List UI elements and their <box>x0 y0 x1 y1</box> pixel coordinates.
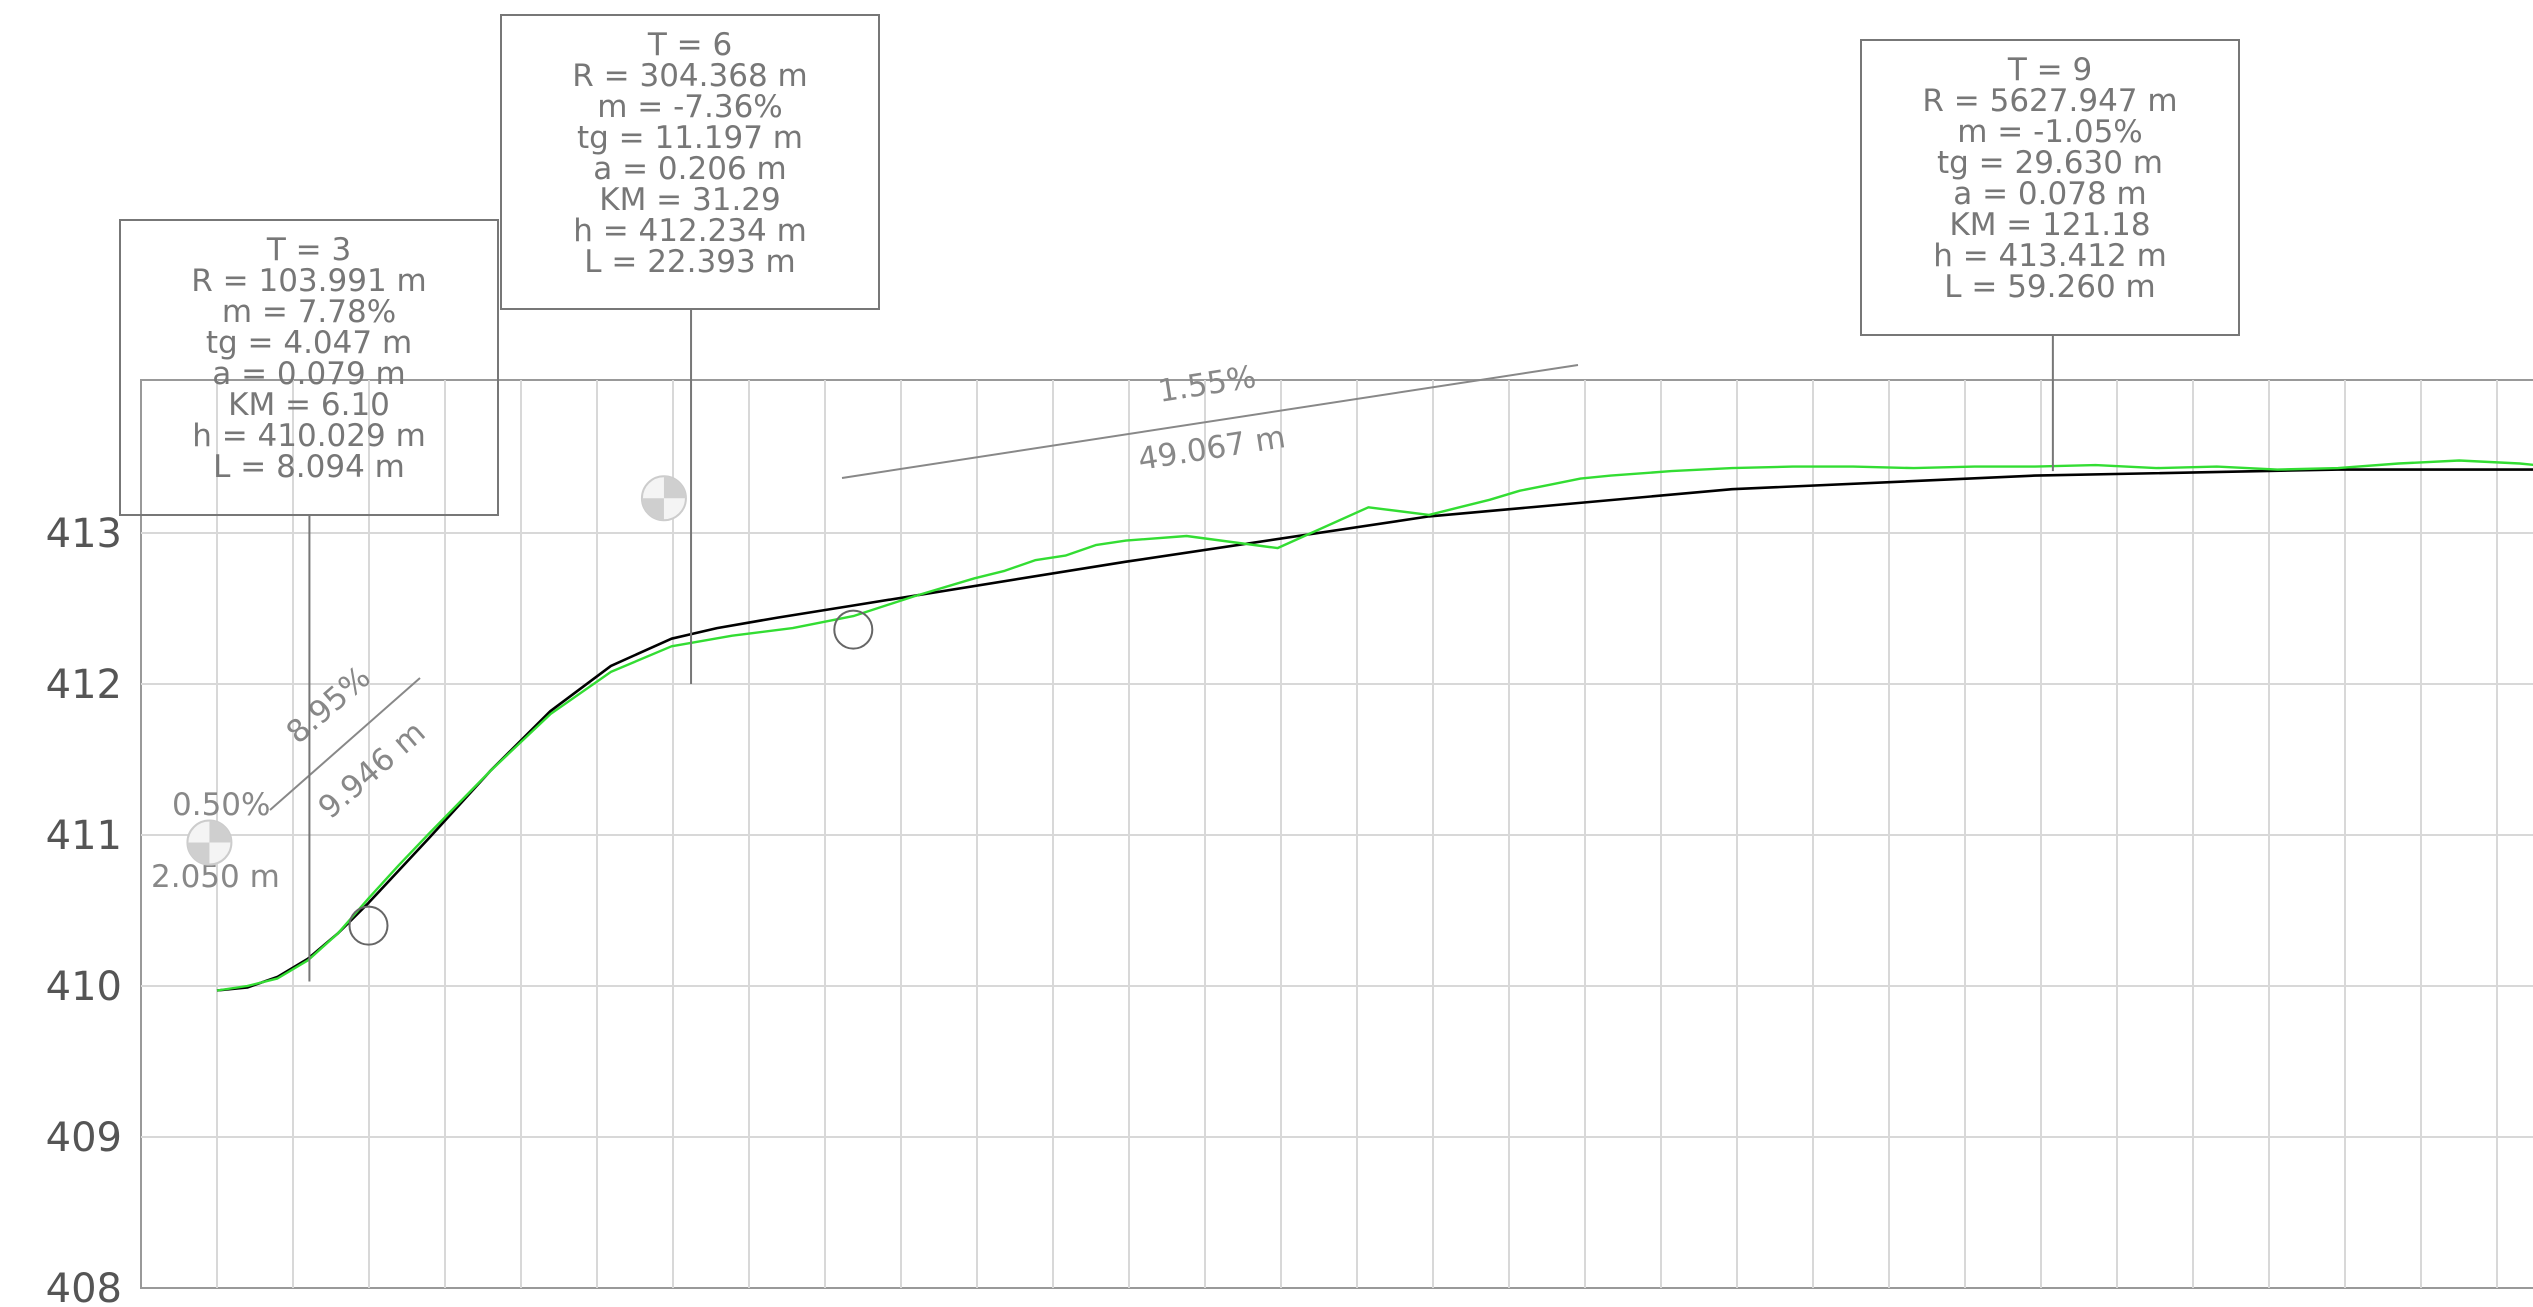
callout-km: KM = 31.29 <box>599 182 781 218</box>
curve-callout: T = 9R = 5627.947 mm = -1.05%tg = 29.630… <box>1860 39 2240 472</box>
callout-tg: tg = 11.197 m <box>577 120 803 156</box>
callout-km: KM = 121.18 <box>1949 207 2150 243</box>
y-tick-label: 408 <box>46 1266 122 1307</box>
callout-box <box>119 219 499 516</box>
segment-grade: 1.55% <box>1156 359 1259 410</box>
segment-line <box>269 677 421 811</box>
profile-lines <box>216 459 2533 992</box>
vertex-marker <box>348 905 389 946</box>
callout-km: KM = 6.10 <box>228 387 390 423</box>
y-tick-label: 409 <box>46 1115 122 1161</box>
level-marker-fill <box>663 476 686 499</box>
y-tick-label: 411 <box>46 813 122 859</box>
level-marker-fill <box>187 842 210 865</box>
callout-tg: tg = 4.047 m <box>206 325 412 361</box>
segment-length: 49.067 m <box>1136 419 1288 478</box>
level-marker-fill <box>209 820 232 843</box>
curve-callouts: T = 3R = 103.991 mm = 7.78%tg = 4.047 ma… <box>119 14 2240 982</box>
callout-tg: tg = 29.630 m <box>1937 145 2163 181</box>
y-axis: 413 412 411 410 409 408 <box>46 511 122 1307</box>
y-tick-label: 413 <box>46 511 122 557</box>
level-marker <box>186 819 233 866</box>
callout-r: R = 304.368 m <box>572 58 807 94</box>
level-marker <box>640 475 687 522</box>
vertex-marker <box>833 609 874 650</box>
callout-l: L = 59.260 m <box>1944 269 2155 305</box>
design-line <box>216 468 2533 992</box>
y-tick-label: 412 <box>46 662 122 708</box>
segment-grade: 8.95% <box>280 659 378 751</box>
callout-box <box>1860 39 2240 336</box>
callout-l: L = 8.094 m <box>213 449 405 485</box>
callout-r: R = 103.991 m <box>191 263 426 299</box>
callout-m: m = -7.36% <box>597 89 783 125</box>
segment-grade: 0.50% <box>172 787 270 823</box>
callout-r: R = 5627.947 m <box>1922 83 2177 119</box>
segment-length: 9.946 m <box>312 714 433 826</box>
segment-line <box>841 364 1579 479</box>
callout-l: L = 22.393 m <box>584 244 795 280</box>
y-tick-label: 410 <box>46 964 122 1010</box>
callout-a: a = 0.078 m <box>1953 176 2146 212</box>
segment-length: 2.050 m <box>151 859 280 895</box>
curve-callout: T = 6R = 304.368 mm = -7.36%tg = 11.197 … <box>500 14 880 684</box>
level-marker-fill <box>641 498 664 521</box>
callout-t: T = 9 <box>2007 52 2092 88</box>
callout-a: a = 0.206 m <box>593 151 786 187</box>
callout-h: h = 412.234 m <box>573 213 807 249</box>
terrain-line <box>216 459 2533 992</box>
markers <box>186 475 874 946</box>
callout-h: h = 410.029 m <box>192 418 426 454</box>
curve-callout: T = 3R = 103.991 mm = 7.78%tg = 4.047 ma… <box>119 219 499 982</box>
callout-m: m = 7.78% <box>222 294 396 330</box>
callout-a: a = 0.079 m <box>212 356 405 392</box>
callout-h: h = 413.412 m <box>1933 238 2167 274</box>
callout-m: m = -1.05% <box>1957 114 2143 150</box>
callout-box <box>500 14 880 310</box>
callout-t: T = 6 <box>647 27 732 63</box>
callout-t: T = 3 <box>266 232 351 268</box>
grid <box>140 379 2533 1289</box>
